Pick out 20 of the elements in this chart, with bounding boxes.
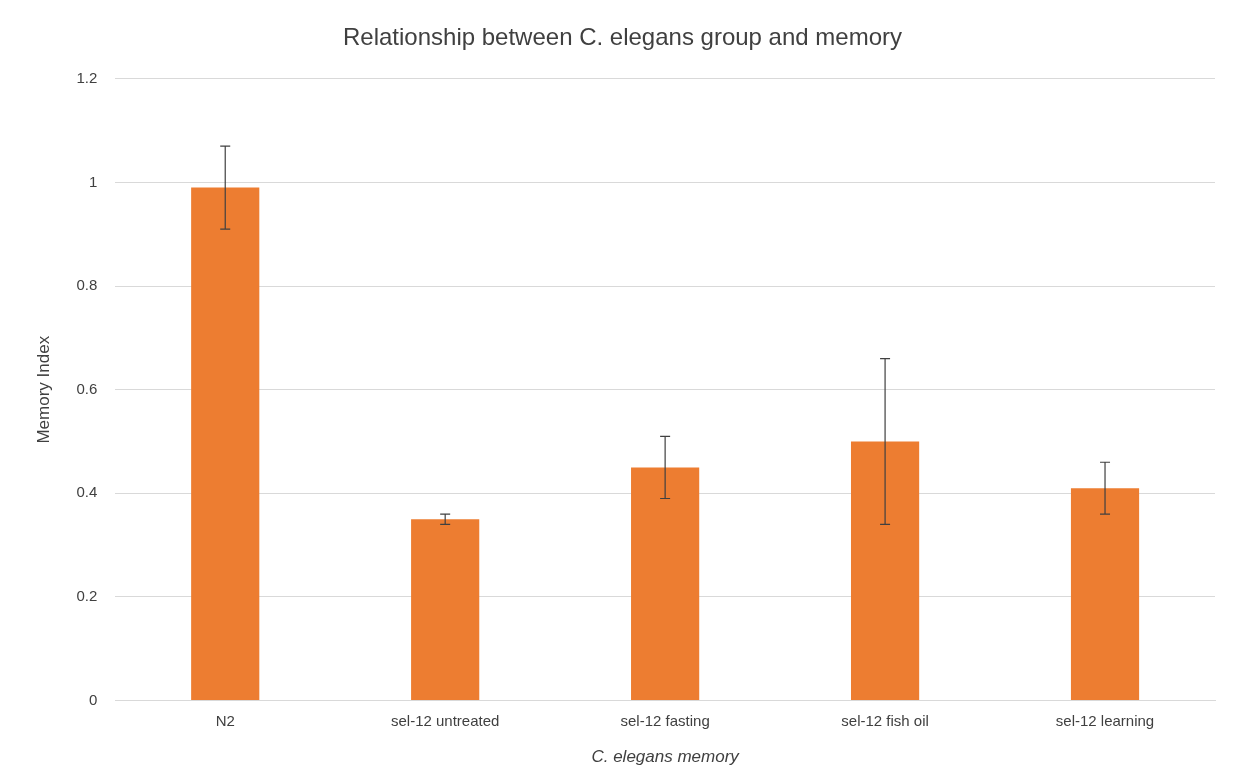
y-tick-label: 0 — [88, 690, 98, 708]
chart-title: Relationship between C. elegans group and memory — [343, 23, 902, 51]
y-tick-label: 1 — [88, 172, 98, 190]
x-tick-label: N2 — [215, 711, 235, 729]
x-tick-label: sel-12 learning — [1055, 711, 1155, 729]
x-tick-label: sel-12 untreated — [390, 711, 500, 729]
y-axis-title: Memory Index — [33, 335, 53, 444]
y-tick-label: 0.8 — [76, 276, 98, 294]
bar — [191, 187, 260, 701]
y-tick-label: 0.6 — [76, 379, 98, 397]
bar — [850, 441, 920, 701]
x-axis-title: C. elegans memory — [591, 746, 741, 766]
bar — [411, 519, 480, 701]
x-tick-label: sel-12 fish oil — [841, 711, 929, 729]
y-tick-label: 0.2 — [76, 587, 98, 605]
bar — [631, 467, 700, 701]
bar — [1070, 488, 1140, 701]
x-tick-label: sel-12 fasting — [620, 711, 710, 729]
y-tick-label: 0.4 — [76, 483, 98, 501]
y-tick-label: 1.2 — [76, 68, 98, 86]
